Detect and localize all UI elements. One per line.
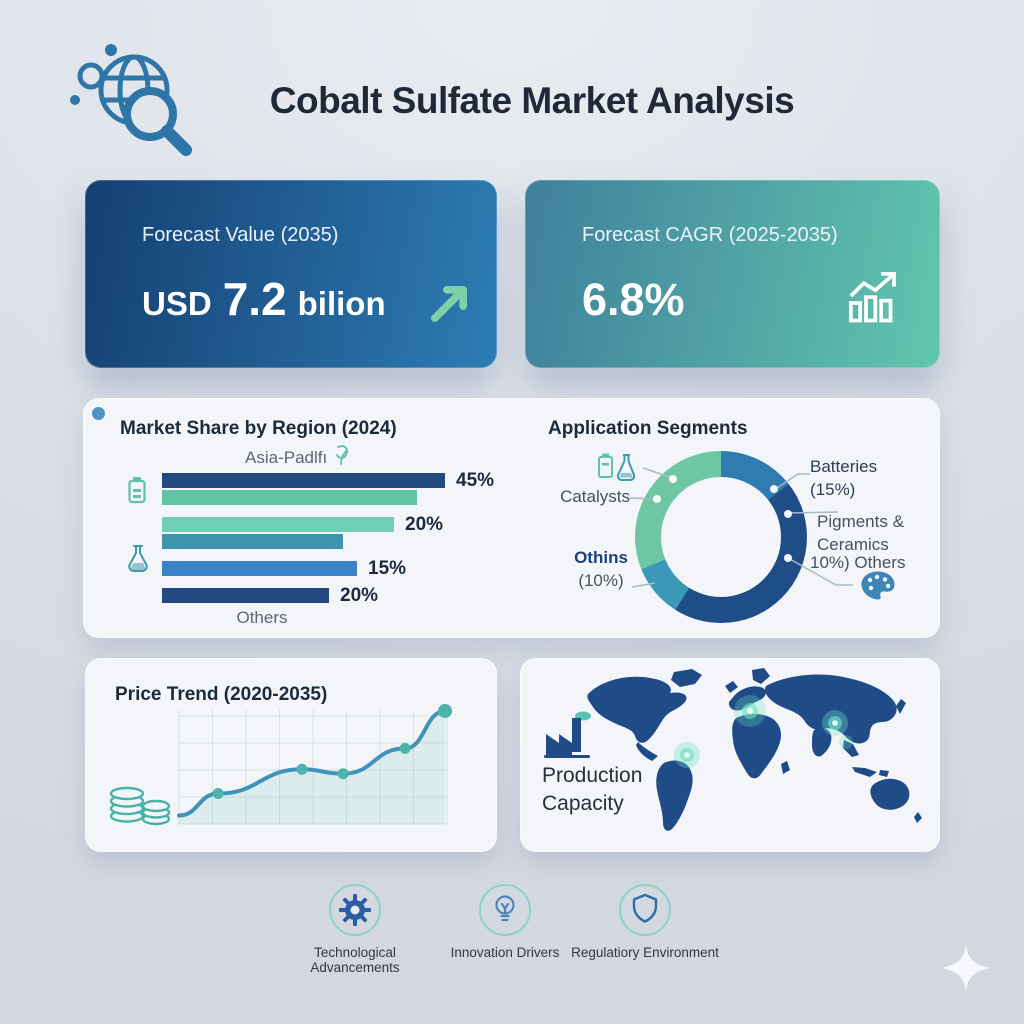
shield-icon (619, 884, 671, 936)
bar-value-label: 20% (340, 584, 379, 606)
footer-label: Technological Advancements (310, 945, 400, 975)
bar-value-label: 15% (368, 557, 407, 579)
palette-icon (860, 570, 896, 605)
region-bar-groups: 45% 20% 15% 20% (162, 469, 495, 615)
kpi-label: Forecast Value (2035) (142, 224, 339, 246)
kpi-value: 6.8% (582, 274, 685, 325)
growth-bar-chart-icon (845, 268, 901, 329)
region-bar (162, 473, 445, 488)
region-bar (162, 588, 329, 603)
production-capacity-panel: Production Capacity (520, 658, 940, 852)
callout-batteries: Batteries (15%) (810, 457, 878, 499)
coins-icon (107, 776, 173, 833)
catalyst-icons (597, 452, 641, 487)
kpi-card-forecast-value: Forecast Value (2035) USD 7.2 bilion (85, 180, 497, 368)
footer-item-innovation: Innovation Drivers (425, 884, 585, 960)
price-trend-title: Price Trend (2020-2035) (115, 684, 328, 705)
region-axis-bottom-label: Others (236, 608, 288, 627)
region-bar (162, 534, 343, 549)
gear-icon (329, 884, 381, 936)
bar-group: 15% (162, 558, 494, 579)
region-bar (162, 490, 417, 505)
bar-group: 20% (162, 585, 494, 606)
region-bar (162, 517, 394, 532)
footer-item-regulatory: Regulatiory Environment (565, 884, 725, 960)
kpi-card-forecast-cagr: Forecast CAGR (2025-2035) 6.8% (525, 180, 940, 368)
callout-others-left: Othins (10%) (574, 548, 628, 590)
sparkle-icon (938, 940, 994, 1001)
charts-panel: Market Share by Region (2024) Asia-Padlf… (83, 398, 940, 638)
kpi-label: Forecast CAGR (2025-2035) (582, 224, 838, 246)
callout-pigments: Pigments & Ceramics (817, 512, 904, 554)
world-map (587, 668, 922, 831)
battery-icon (127, 476, 147, 509)
bar-group: 20% (162, 513, 494, 549)
lightbulb-icon (479, 884, 531, 936)
region-bar (162, 561, 357, 576)
footer-label: Regulatiory Environment (571, 945, 719, 960)
footer-label: Innovation Drivers (450, 945, 560, 960)
production-capacity-label: Production Capacity (542, 764, 643, 815)
leaf-glyph-icon (333, 444, 350, 471)
bar-group: 45% (162, 469, 495, 505)
price-line-chart (177, 704, 452, 825)
callout-catalysts: Catalysts (560, 487, 630, 506)
globe-magnifier-icon (66, 38, 198, 161)
region-axis-top-label: Asia-Padlfı (245, 444, 350, 471)
up-right-arrow-icon (425, 280, 473, 333)
panel-corner-dot (92, 407, 105, 420)
donut-leader-lines (629, 467, 853, 588)
footer-item-technology: Technological Advancements (275, 884, 435, 975)
application-donut (635, 451, 807, 623)
page-title: Cobalt Sulfate Market Analysis (269, 80, 795, 121)
map-hotspots (674, 695, 853, 768)
bar-value-label: 45% (456, 469, 495, 491)
flask-icon (125, 544, 151, 577)
region-chart-title: Market Share by Region (2024) (120, 418, 397, 439)
segments-chart-title: Application Segments (548, 418, 748, 439)
callout-others-right: 10%) Others (810, 553, 906, 572)
factory-icon (542, 710, 592, 769)
kpi-value: USD 7.2 bilion (142, 273, 386, 325)
price-trend-panel: Price Trend (2020-2035) (85, 658, 497, 852)
bar-value-label: 20% (405, 513, 444, 535)
